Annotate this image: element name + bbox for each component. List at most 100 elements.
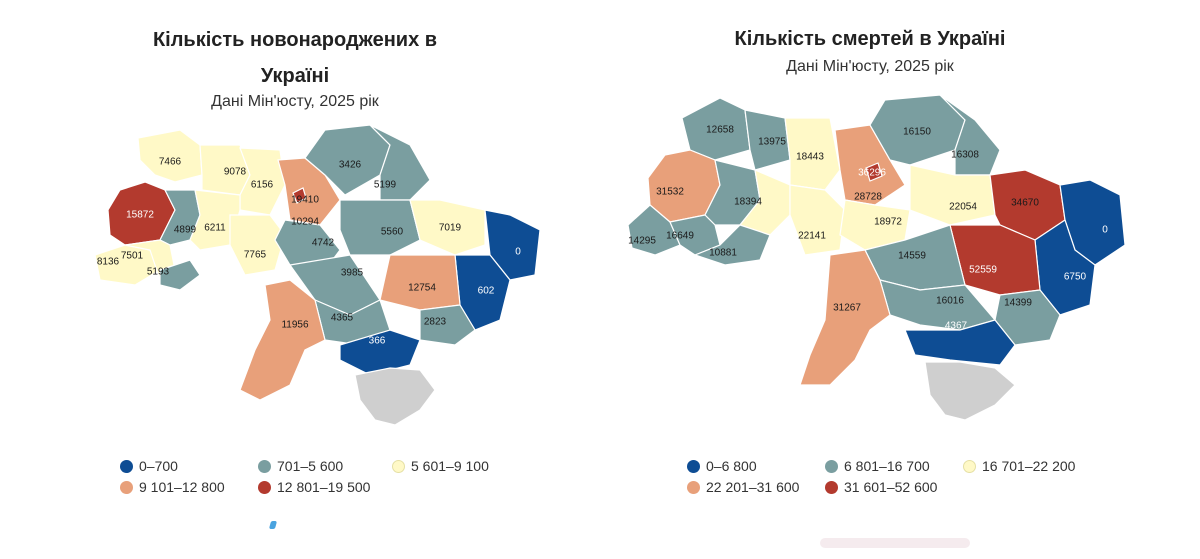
legend-label: 0–700	[139, 458, 178, 474]
region-value-label: 7765	[244, 250, 267, 261]
region-value-label: 19410	[291, 195, 319, 206]
region-value-label: 9078	[224, 167, 247, 178]
region-value-label: 36296	[858, 168, 886, 179]
births-map: 7466 9078 6156 3426 15872 4899 6211 19410 10294 5…	[94, 124, 541, 426]
decorative-mark	[820, 538, 970, 548]
legend-item: 22 201–31 600	[687, 479, 799, 495]
legend-item: 0–700	[120, 458, 178, 474]
legend-swatch	[120, 459, 133, 473]
legend-swatch	[963, 459, 976, 473]
legend-swatch	[258, 459, 271, 473]
region-value-label: 8136	[97, 257, 120, 268]
region-crimea	[354, 367, 436, 426]
region-value-label: 52559	[969, 265, 997, 276]
region-crimea	[924, 361, 1016, 421]
region-value-label: 22054	[949, 202, 977, 213]
legend-item: 31 601–52 600	[825, 479, 937, 495]
region-value-label: 12658	[706, 125, 734, 136]
legend-label: 5 601–9 100	[411, 458, 489, 474]
region-value-label: 18394	[734, 197, 762, 208]
legend-swatch	[825, 480, 838, 494]
region-value-label: 4367	[945, 321, 968, 332]
legend-swatch	[825, 459, 838, 473]
region-volyn	[137, 129, 203, 183]
region-value-label: 12754	[408, 283, 436, 294]
region-value-label: 10294	[291, 217, 319, 228]
region-kherson	[339, 329, 421, 376]
deaths-map-panel: Кількість смертей в Україні Дані Мін'юст…	[620, 0, 1160, 559]
legend-swatch	[392, 459, 405, 473]
legend-label: 9 101–12 800	[139, 479, 225, 495]
deaths-map-title: Кількість смертей в Україні	[734, 28, 1006, 50]
region-value-label: 7019	[439, 223, 462, 234]
legend-label: 31 601–52 600	[844, 479, 938, 495]
region-value-label: 5199	[374, 180, 397, 191]
region-kyiv-city	[292, 187, 307, 204]
deaths-map: 12658 13975 18443 16150 16308 31532 18394 36296…	[627, 94, 1126, 421]
legend-label: 16 701–22 200	[982, 458, 1076, 474]
region-value-label: 4365	[331, 313, 354, 324]
legend-item: 5 601–9 100	[392, 458, 489, 474]
region-value-label: 16150	[903, 127, 931, 138]
legend-label: 0–6 800	[706, 458, 757, 474]
region-value-label: 6156	[251, 180, 274, 191]
region-value-label: 4742	[312, 238, 335, 249]
legend-label: 6 801–16 700	[844, 458, 930, 474]
region-value-label: 3985	[341, 268, 364, 279]
region-odesa	[239, 279, 326, 401]
legend-item: 701–5 600	[258, 458, 343, 474]
region-value-label: 31532	[656, 187, 684, 198]
region-rivne	[744, 109, 791, 171]
region-vinnytsia	[789, 184, 846, 256]
region-zhytomyr	[239, 147, 286, 216]
region-value-label: 5560	[381, 227, 404, 238]
legend-swatch	[687, 459, 700, 473]
births-map-subtitle: Дані Мін'юсту, 2025 рік	[211, 93, 379, 110]
region-value-label: 6750	[1064, 272, 1087, 283]
legend-label: 22 201–31 600	[706, 479, 800, 495]
legend-item: 0–6 800	[687, 458, 757, 474]
region-value-label: 602	[478, 286, 495, 297]
region-value-label: 14295	[628, 236, 656, 247]
region-kharkiv	[409, 199, 486, 256]
region-value-label: 7466	[159, 157, 182, 168]
region-value-label: 366	[369, 336, 386, 347]
region-value-label: 18972	[874, 217, 902, 228]
region-zaporizhzhia	[419, 304, 476, 346]
region-kherson	[904, 319, 1016, 366]
region-value-label: 3426	[339, 160, 362, 171]
region-kyiv-city	[865, 162, 883, 182]
region-value-label: 18443	[796, 152, 824, 163]
region-value-label: 16649	[666, 231, 694, 242]
region-value-label: 5193	[147, 267, 170, 278]
births-map-panel: Кількість новонароджених в Україні Дані …	[90, 0, 570, 559]
region-value-label: 6211	[204, 223, 226, 234]
legend-label: 701–5 600	[277, 458, 344, 474]
region-poltava	[339, 199, 421, 256]
deaths-map-subtitle: Дані Мін'юсту, 2025 рік	[786, 58, 954, 75]
legend-swatch	[687, 480, 700, 494]
region-value-label: 0	[515, 247, 521, 258]
region-value-label: 14399	[1004, 298, 1032, 309]
legend-label: 12 801–19 500	[277, 479, 371, 495]
region-value-label: 4899	[174, 225, 197, 236]
region-value-label: 11956	[281, 320, 309, 331]
region-chernivtsi	[159, 259, 201, 291]
legend-item: 9 101–12 800	[120, 479, 225, 495]
region-value-label: 15872	[126, 210, 154, 221]
births-map-title: Кількість новонароджених в Україні	[152, 29, 438, 87]
region-value-label: 7501	[121, 251, 144, 262]
region-value-label: 22141	[798, 231, 826, 242]
region-value-label: 16016	[936, 296, 964, 307]
legend-item: 12 801–19 500	[258, 479, 370, 495]
region-value-label: 10881	[709, 248, 737, 259]
births-region-labels: 7466 9078 6156 3426 15872 4899 6211 19410 10294 5…	[97, 157, 521, 347]
legend-item: 16 701–22 200	[963, 458, 1075, 474]
region-value-label: 34670	[1011, 198, 1039, 209]
region-odesa	[799, 249, 891, 386]
region-value-label: 2823	[424, 317, 447, 328]
region-value-label: 16308	[951, 150, 979, 161]
region-value-label: 14559	[898, 251, 926, 262]
region-chernivtsi	[693, 224, 771, 266]
legend-item: 6 801–16 700	[825, 458, 930, 474]
